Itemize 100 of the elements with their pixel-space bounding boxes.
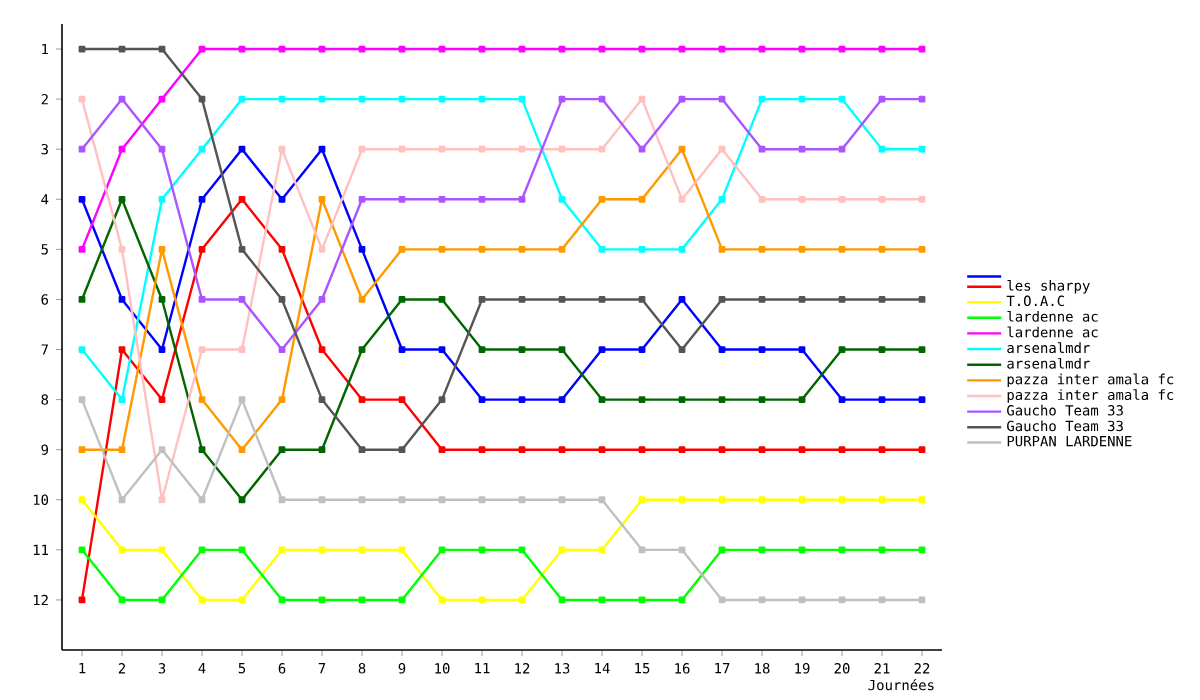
point <box>358 245 366 253</box>
point <box>878 446 886 454</box>
point <box>918 396 926 403</box>
point <box>78 496 86 504</box>
point <box>478 596 486 604</box>
point <box>158 446 166 454</box>
point <box>758 296 766 303</box>
point <box>318 446 326 454</box>
point <box>638 446 646 454</box>
point <box>758 95 766 103</box>
point <box>438 396 446 403</box>
point <box>278 95 286 103</box>
point <box>678 95 686 103</box>
point <box>838 446 846 454</box>
point <box>838 145 846 153</box>
point <box>398 95 406 103</box>
point <box>118 496 126 504</box>
point <box>678 596 686 604</box>
point <box>398 396 406 403</box>
point <box>678 145 686 153</box>
point <box>798 245 806 253</box>
point <box>918 546 926 554</box>
point <box>78 446 86 454</box>
point <box>918 195 926 203</box>
point <box>518 596 526 604</box>
point <box>358 546 366 554</box>
point <box>918 245 926 253</box>
point <box>638 195 646 203</box>
point <box>878 45 886 53</box>
point <box>318 95 326 103</box>
point <box>718 195 726 203</box>
point <box>558 396 566 403</box>
point <box>638 496 646 504</box>
point <box>798 446 806 454</box>
point <box>478 195 486 203</box>
point <box>478 145 486 153</box>
point <box>718 45 726 53</box>
point <box>838 45 846 53</box>
point <box>758 346 766 353</box>
point <box>558 446 566 454</box>
point <box>598 45 606 53</box>
point <box>798 45 806 53</box>
point <box>878 296 886 303</box>
point <box>358 346 366 353</box>
point <box>78 546 86 554</box>
point <box>518 546 526 554</box>
point <box>638 145 646 153</box>
point <box>278 245 286 253</box>
point <box>718 296 726 303</box>
point <box>678 245 686 253</box>
point <box>198 596 206 604</box>
point <box>318 596 326 604</box>
point <box>198 145 206 153</box>
point <box>918 145 926 153</box>
point <box>878 496 886 504</box>
point <box>838 346 846 353</box>
point <box>158 396 166 403</box>
point <box>758 546 766 554</box>
point <box>678 346 686 353</box>
point <box>638 596 646 604</box>
point <box>398 346 406 353</box>
point <box>118 45 126 53</box>
point <box>678 195 686 203</box>
point <box>198 496 206 504</box>
point <box>518 296 526 303</box>
point <box>918 95 926 103</box>
point <box>318 396 326 403</box>
point <box>278 296 286 303</box>
point <box>158 296 166 303</box>
point <box>438 346 446 353</box>
point <box>598 195 606 203</box>
point <box>118 396 126 403</box>
point <box>358 145 366 153</box>
point <box>478 45 486 53</box>
point <box>438 496 446 504</box>
point <box>278 195 286 203</box>
point <box>438 446 446 454</box>
point <box>238 446 246 454</box>
point <box>198 346 206 353</box>
point <box>118 346 126 353</box>
point <box>558 596 566 604</box>
point <box>718 446 726 454</box>
point <box>718 95 726 103</box>
point <box>918 45 926 53</box>
point <box>918 296 926 303</box>
point <box>438 296 446 303</box>
point <box>358 596 366 604</box>
point <box>198 245 206 253</box>
point <box>118 446 126 454</box>
point <box>158 45 166 53</box>
point <box>238 296 246 303</box>
point <box>878 596 886 604</box>
point <box>318 245 326 253</box>
point <box>198 45 206 53</box>
point <box>518 95 526 103</box>
point <box>758 145 766 153</box>
point <box>398 195 406 203</box>
point <box>78 396 86 403</box>
point <box>198 195 206 203</box>
point <box>838 396 846 403</box>
